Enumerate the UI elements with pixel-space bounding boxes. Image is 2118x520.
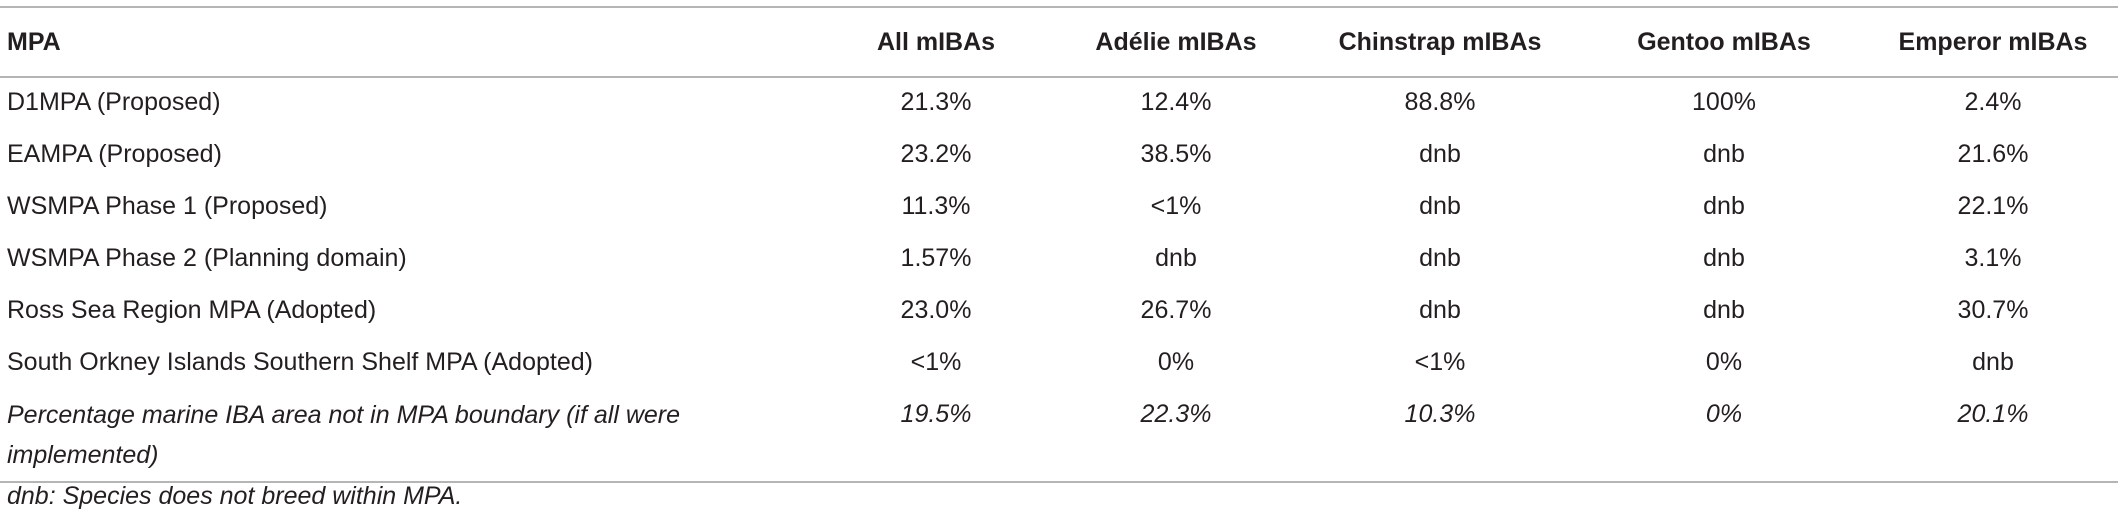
table-cell: Ross Sea Region MPA (Adopted) — [7, 296, 377, 324]
header-cell: Adélie mIBAs — [1052, 7, 1300, 78]
table-cell: 0% — [1705, 400, 1743, 428]
table-cell: 1.57% — [900, 244, 972, 272]
table-cell: dnb — [1155, 244, 1197, 272]
table-row: D1MPA (Proposed) 21.3% 12.4% 88.8% 100% 2.4% — [0, 77, 2118, 130]
table-cell: 38.5% — [1140, 140, 1212, 168]
table-cell: South Orkney Islands Southern Shelf MPA … — [7, 348, 593, 376]
table-row: WSMPA Phase 1 (Proposed) 11.3% <1% dnb dnb 22… — [0, 182, 2118, 234]
table-cell: 0% — [1157, 348, 1195, 376]
table-cell: dnb — [1419, 140, 1461, 168]
table-row: Percentage marine IBA area not in MPA bo… — [0, 390, 2118, 482]
table-row: South Orkney Islands Southern Shelf MPA … — [0, 338, 2118, 390]
table-row: Ross Sea Region MPA (Adopted) 23.0% 26.7% d… — [0, 286, 2118, 338]
table-cell: 100% — [1692, 88, 1756, 116]
table-cell: 3.1% — [1964, 244, 2022, 272]
table-cell: 88.8% — [1404, 88, 1476, 116]
table-cell: dnb — [1703, 296, 1745, 324]
header-cell: All mIBAs — [820, 7, 1052, 78]
table-row: EAMPA (Proposed) 23.2% 38.5% dnb dnb 21.6% — [0, 130, 2118, 182]
table-cell: dnb — [1419, 296, 1461, 324]
table-cell: 21.6% — [1957, 140, 2029, 168]
table-cell: <1% — [910, 348, 962, 376]
table-cell: dnb — [1419, 244, 1461, 272]
table-cell: dnb — [1703, 244, 1745, 272]
header-cell: MPA — [0, 7, 820, 78]
table-cell: WSMPA Phase 2 (Planning domain) — [7, 244, 407, 272]
table-cell: dnb — [1703, 140, 1745, 168]
data-table: MPA All mIBAs Adélie mIBAs Chinstrap mIBAs G… — [0, 6, 2118, 483]
header-row: MPA All mIBAs Adélie mIBAs Chinstrap mIBAs G… — [0, 7, 2118, 78]
table-cell: WSMPA Phase 1 (Proposed) — [7, 192, 328, 220]
header-cell: Chinstrap mIBAs — [1300, 7, 1580, 78]
footnote: dnb: Species does not breed within MPA. — [7, 482, 463, 510]
table-cell: 21.3% — [900, 88, 972, 116]
table-cell: 22.3% — [1140, 400, 1212, 428]
table-cell: dnb — [1703, 192, 1745, 220]
header-cell: Emperor mIBAs — [1868, 7, 2118, 78]
table-cell: 30.7% — [1957, 296, 2029, 324]
table-cell: <1% — [1414, 348, 1466, 376]
table-cell: 12.4% — [1140, 88, 1212, 116]
table-cell: 23.2% — [900, 140, 972, 168]
table-cell: 20.1% — [1957, 400, 2029, 428]
table-cell: 23.0% — [900, 296, 972, 324]
table-cell: dnb — [1419, 192, 1461, 220]
table-cell: 19.5% — [900, 400, 972, 428]
table-cell: 2.4% — [1964, 88, 2022, 116]
table-cell: Percentage marine IBA area not in MPA bo… — [7, 401, 681, 469]
table-row: WSMPA Phase 2 (Planning domain) 1.57% dnb d… — [0, 234, 2118, 286]
table-cell: 26.7% — [1140, 296, 1212, 324]
table-cell: 11.3% — [901, 192, 971, 220]
table-cell: D1MPA (Proposed) — [7, 88, 221, 116]
table-cell: 10.3% — [1404, 400, 1476, 428]
table-cell: EAMPA (Proposed) — [7, 140, 222, 168]
table-cell: <1% — [1150, 192, 1202, 220]
header-cell: Gentoo mIBAs — [1580, 7, 1868, 78]
table-cell: dnb — [1972, 348, 2014, 376]
table-cell: 22.1% — [1957, 192, 2029, 220]
table-cell: 0% — [1705, 348, 1743, 376]
